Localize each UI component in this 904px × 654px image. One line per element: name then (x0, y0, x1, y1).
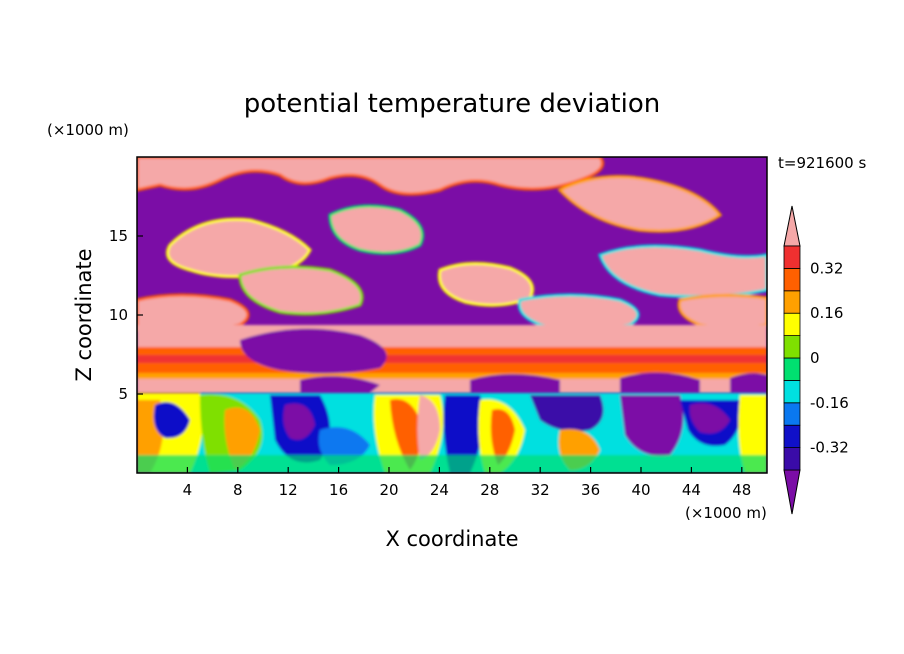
convective-plume (390, 399, 422, 470)
lower-layer (137, 393, 767, 473)
chart-title: potential temperature deviation (244, 89, 660, 119)
purple-region (730, 373, 767, 393)
temperature-field (137, 157, 767, 473)
x-axis: 4 8 12 16 20 24 28 32 36 40 44 48 (183, 467, 751, 499)
x-tick-label: 40 (631, 481, 650, 499)
y-tick-label: 15 (109, 227, 128, 245)
colorbar-segment (783, 379, 801, 404)
y-tick-label: 10 (109, 306, 128, 324)
purple-region (300, 376, 380, 393)
convective-plume (689, 403, 730, 434)
purple-region (240, 328, 387, 374)
convective-plume (738, 395, 767, 473)
pink-band (137, 379, 767, 393)
purple-region (620, 372, 700, 393)
colorbar-tick-label: 0 (810, 349, 820, 367)
x-unit-label: (×1000 m) (685, 504, 767, 522)
colorbar-tick-label: 0.32 (810, 259, 843, 277)
x-tick-label: 48 (732, 481, 751, 499)
x-tick-label: 20 (379, 481, 398, 499)
x-tick-label: 28 (480, 481, 499, 499)
colorbar-segment (783, 245, 801, 269)
colorbar-tick-label: 0.16 (810, 304, 843, 322)
colorbar-tick-label: -0.32 (810, 439, 849, 457)
x-tick-label: 32 (531, 481, 550, 499)
x-tick-label: 16 (329, 481, 348, 499)
convective-plume (620, 395, 684, 456)
upper-layer (137, 157, 767, 393)
colorbar-segment (783, 447, 801, 471)
x-tick-label: 24 (430, 481, 449, 499)
x-axis-label: X coordinate (385, 527, 518, 551)
warm-band (137, 355, 767, 363)
x-tick-label: 12 (279, 481, 298, 499)
warm-band (137, 363, 767, 373)
pink-region (557, 175, 723, 233)
colorbar: 0.32 0.16 0 -0.16 -0.32 (783, 205, 849, 515)
pink-region (328, 204, 424, 255)
colorbar-segment (783, 290, 801, 314)
colorbar-tick-label: -0.16 (810, 394, 849, 412)
pink-region (517, 293, 640, 333)
time-label: t=921600 s (778, 154, 866, 172)
y-axis-label: Z coordinate (72, 248, 96, 381)
colorbar-segment (783, 335, 801, 359)
pink-region (598, 244, 767, 299)
convective-plume (153, 402, 190, 439)
convective-plume (443, 395, 484, 473)
convective-plume (417, 395, 440, 460)
convective-plume (530, 395, 604, 432)
y-tick-label: 5 (118, 385, 128, 403)
x-tick-label: 36 (581, 481, 600, 499)
warm-band (137, 347, 767, 355)
pink-region (137, 157, 604, 196)
convective-plume (137, 455, 767, 473)
colorbar-segment (783, 312, 801, 337)
pink-region (166, 217, 312, 279)
x-tick-label: 44 (682, 481, 701, 499)
convective-plume (490, 409, 515, 465)
warm-band (137, 373, 767, 379)
purple-region (470, 374, 560, 393)
x-tick-label: 4 (183, 481, 193, 499)
colorbar-extend-low (783, 469, 801, 515)
pink-region (238, 265, 364, 316)
colorbar-segment (783, 357, 801, 381)
convective-plume (283, 403, 315, 440)
colorbar-segment (783, 402, 801, 426)
colorbar-extend-high (783, 205, 801, 247)
x-tick-label: 8 (233, 481, 243, 499)
y-unit-label: (×1000 m) (47, 121, 129, 139)
y-axis: 5 10 15 (109, 227, 143, 403)
convective-plume (224, 407, 260, 470)
pink-band (137, 325, 767, 347)
colorbar-segment (783, 424, 801, 449)
colorbar-segment (783, 267, 801, 292)
